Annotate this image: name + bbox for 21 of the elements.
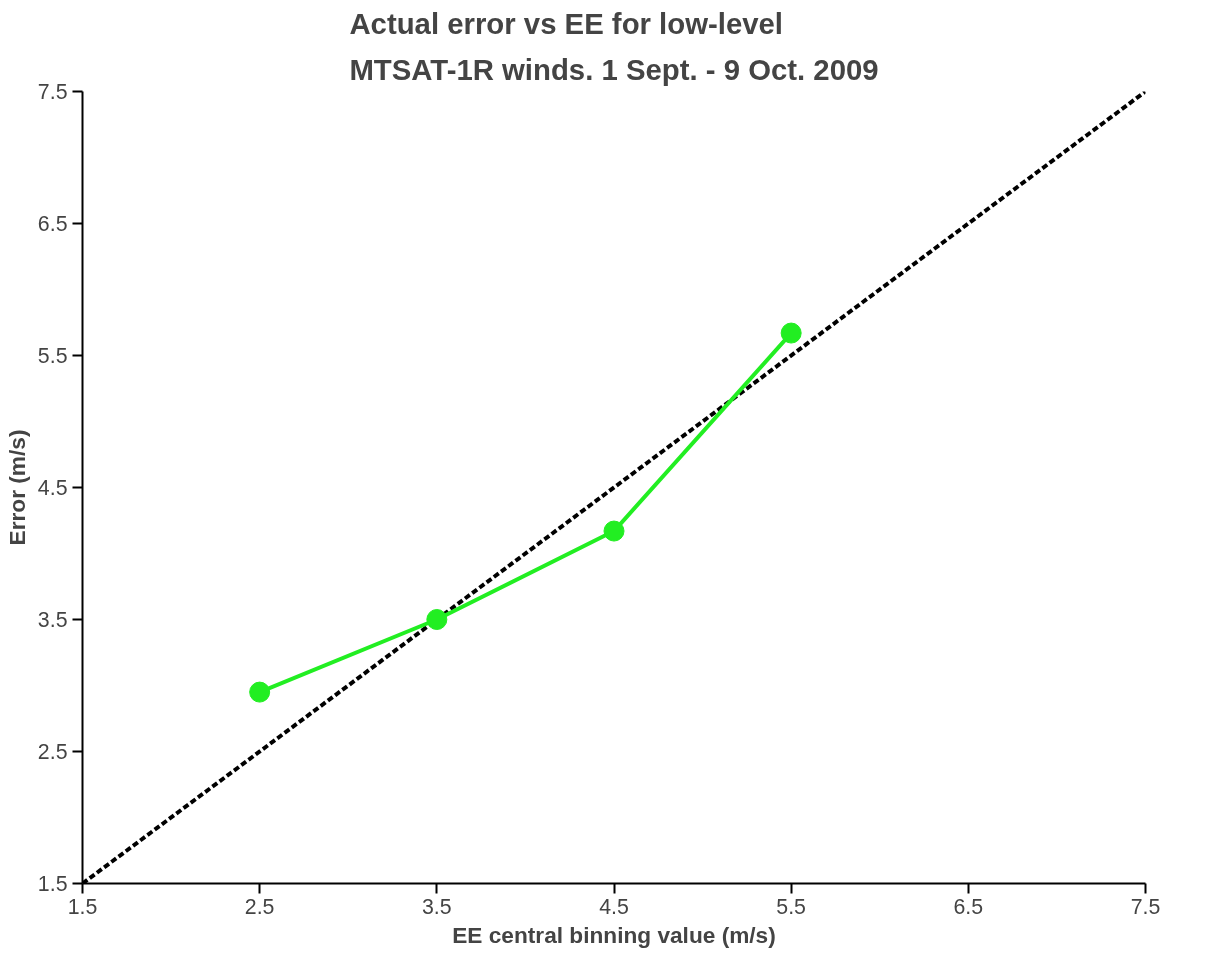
- chart-title: Actual error vs EE for low-level MTSAT-1R winds. 1 Sept. - 9 Oct. 2009: [349, 7, 879, 87]
- y-tick-label: 2.5: [37, 740, 68, 764]
- point: [603, 520, 625, 542]
- x-tick-label: 6.5: [953, 894, 984, 919]
- x-tick-label: 3.5: [422, 894, 452, 919]
- x-axis-title: EE central binning value (m/s): [452, 921, 776, 948]
- point: [249, 681, 271, 703]
- x-tick-label: 5.5: [776, 894, 806, 919]
- y-tick-label: 6.5: [37, 212, 68, 236]
- y-tick-label: 3.5: [37, 608, 68, 632]
- y-tick-label: 5.5: [37, 344, 68, 368]
- x-tick-label: 7.5: [1130, 894, 1161, 919]
- y-tick-label: 7.5: [37, 80, 68, 104]
- point: [426, 609, 448, 630]
- y-tick-label: 1.5: [37, 872, 68, 896]
- point: [780, 322, 802, 344]
- y-tick-label: 4.5: [37, 476, 68, 500]
- y-axis-title: Error (m/s): [3, 429, 30, 546]
- x-tick-label: 1.5: [67, 894, 98, 919]
- x-tick-label: 4.5: [599, 894, 629, 919]
- x-tick-label: 2.5: [244, 894, 275, 919]
